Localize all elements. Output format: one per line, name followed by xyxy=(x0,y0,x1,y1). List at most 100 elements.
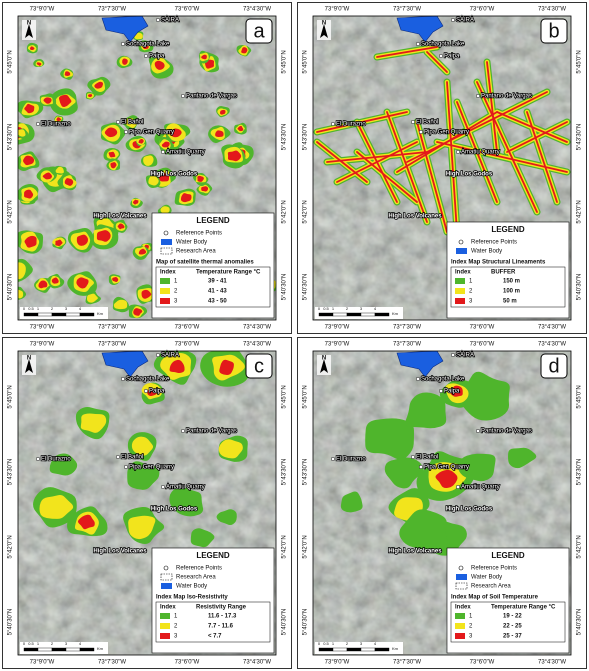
panel-letter: b xyxy=(548,20,559,42)
scale-label: 0.5 xyxy=(323,306,329,311)
place-label: Paipa xyxy=(444,54,460,60)
legend-range: 150 m xyxy=(503,279,520,285)
scale-segment xyxy=(318,312,334,317)
map-area xyxy=(313,16,571,320)
north-label: N xyxy=(322,356,326,362)
anomaly-zone xyxy=(218,439,243,459)
anomaly-zone xyxy=(384,457,424,489)
place-label: El Durazno xyxy=(336,457,366,463)
legend-item: Research Area xyxy=(471,584,511,590)
reference-point xyxy=(160,484,166,490)
scale-segment xyxy=(374,647,390,652)
anomaly-zone xyxy=(141,289,152,299)
legend-map-title: Index Map Iso-Resistivity xyxy=(156,595,228,601)
legend-range: 22 - 25 xyxy=(503,624,522,630)
place-label: Pipa Gen Quarry xyxy=(129,130,174,136)
anomaly-zone xyxy=(201,186,209,192)
legend-swatch xyxy=(160,623,170,629)
legend-map-title: Map of satellite thermal anomalies xyxy=(156,260,254,266)
legend-swatch xyxy=(160,288,170,294)
latitude-label: 5°40'30"N xyxy=(303,274,309,301)
anomaly-zone xyxy=(190,528,215,548)
longitude-label: 73°7'30"W xyxy=(98,325,126,331)
legend-swatch xyxy=(455,278,465,284)
longitude-label: 73°7'30"W xyxy=(393,660,421,666)
latitude-label: 5°45'0"N xyxy=(282,50,288,73)
anomaly-zone xyxy=(169,359,185,373)
panel-letter: d xyxy=(548,355,559,377)
legend-swatch xyxy=(455,613,465,619)
longitude-label: 73°6'0"W xyxy=(470,7,495,13)
lineament xyxy=(376,46,438,58)
place-label: El Bañol xyxy=(416,120,438,126)
scale-label: 0 xyxy=(318,306,321,311)
place-label: High Los Volcanes xyxy=(388,214,442,220)
anomaly-zone xyxy=(450,385,463,397)
longitude-label: 73°4'30"W xyxy=(243,325,271,331)
legend-swatch xyxy=(455,288,465,294)
longitude-label: 73°4'30"W xyxy=(243,7,271,13)
lineament xyxy=(446,81,458,233)
legend-item: Water Body xyxy=(471,575,502,581)
north-arrow xyxy=(25,359,33,373)
north-arrow xyxy=(320,24,328,38)
reference-point xyxy=(120,41,126,47)
place-label: Amatiu Quarry xyxy=(166,485,205,491)
longitude-label: 73°4'30"W xyxy=(243,342,271,348)
legend-index: 3 xyxy=(174,634,178,640)
anomaly-zone xyxy=(169,486,204,517)
anomaly-zone xyxy=(24,235,37,248)
latitude-label: 5°45'0"N xyxy=(8,385,14,408)
panel-letter: c xyxy=(254,355,264,377)
north-label: N xyxy=(27,356,31,362)
anomaly-zone xyxy=(49,453,78,476)
anomaly-zone xyxy=(43,97,52,104)
scale-segment xyxy=(346,647,362,652)
place-label: El Durazno xyxy=(41,457,71,463)
legend-range: 100 m xyxy=(503,289,520,295)
anomaly-zone xyxy=(237,125,244,132)
anomaly-zone xyxy=(56,117,62,122)
anomaly-zone xyxy=(117,223,125,230)
longitude-label: 73°9'0"W xyxy=(30,660,55,666)
place-label: Sochagota Lake xyxy=(126,42,170,48)
place-label: Amatiu Quarry xyxy=(461,150,500,156)
anomaly-zone xyxy=(58,94,72,108)
map-panel: Sochagota Lake SAIRA Paipa Pantano de Varga… xyxy=(2,2,292,334)
anomaly-zone xyxy=(24,189,34,199)
anomaly-zone xyxy=(76,234,89,246)
scale-label: 3 xyxy=(360,306,363,311)
legend-header: Temperature Range °C xyxy=(196,270,261,276)
reference-point xyxy=(455,149,461,155)
longitude-label: 73°9'0"W xyxy=(325,7,350,13)
place-label: High Los Godos xyxy=(446,507,493,513)
anomaly-zone xyxy=(104,127,118,138)
lineament xyxy=(506,121,568,153)
legend-table xyxy=(450,266,566,308)
anomaly-zone xyxy=(227,150,242,162)
place-label: Pipa Gen Quarry xyxy=(129,465,174,471)
anomaly-zone xyxy=(132,199,139,205)
legend-box xyxy=(446,221,570,319)
place-label: High Los Volcanes xyxy=(388,549,442,555)
anomaly-zone xyxy=(131,436,154,456)
anomaly-zone xyxy=(29,46,35,51)
longitude-label: 73°4'30"W xyxy=(538,7,566,13)
anomaly-zone xyxy=(458,453,496,482)
scale-label: 3 xyxy=(65,641,68,646)
scale-label: 2 xyxy=(51,306,54,311)
latitude-label: 5°43'30"N xyxy=(8,124,14,151)
latitude-label: 5°43'30"N xyxy=(303,124,309,151)
reference-point xyxy=(418,129,424,135)
place-label: Pantano de Vargas xyxy=(481,94,532,100)
anomaly-zone xyxy=(18,129,26,137)
legend-range: 39 - 41 xyxy=(208,279,227,285)
scale-segment xyxy=(37,312,53,317)
legend-header: Temperature Range °C xyxy=(491,605,556,611)
longitude-label: 73°4'30"W xyxy=(538,342,566,348)
anomaly-zone xyxy=(110,162,117,169)
panel-letter: a xyxy=(253,20,265,42)
anomaly-zone xyxy=(86,293,98,303)
legend-swatch xyxy=(160,278,170,284)
latitude-label: 5°45'0"N xyxy=(282,385,288,408)
